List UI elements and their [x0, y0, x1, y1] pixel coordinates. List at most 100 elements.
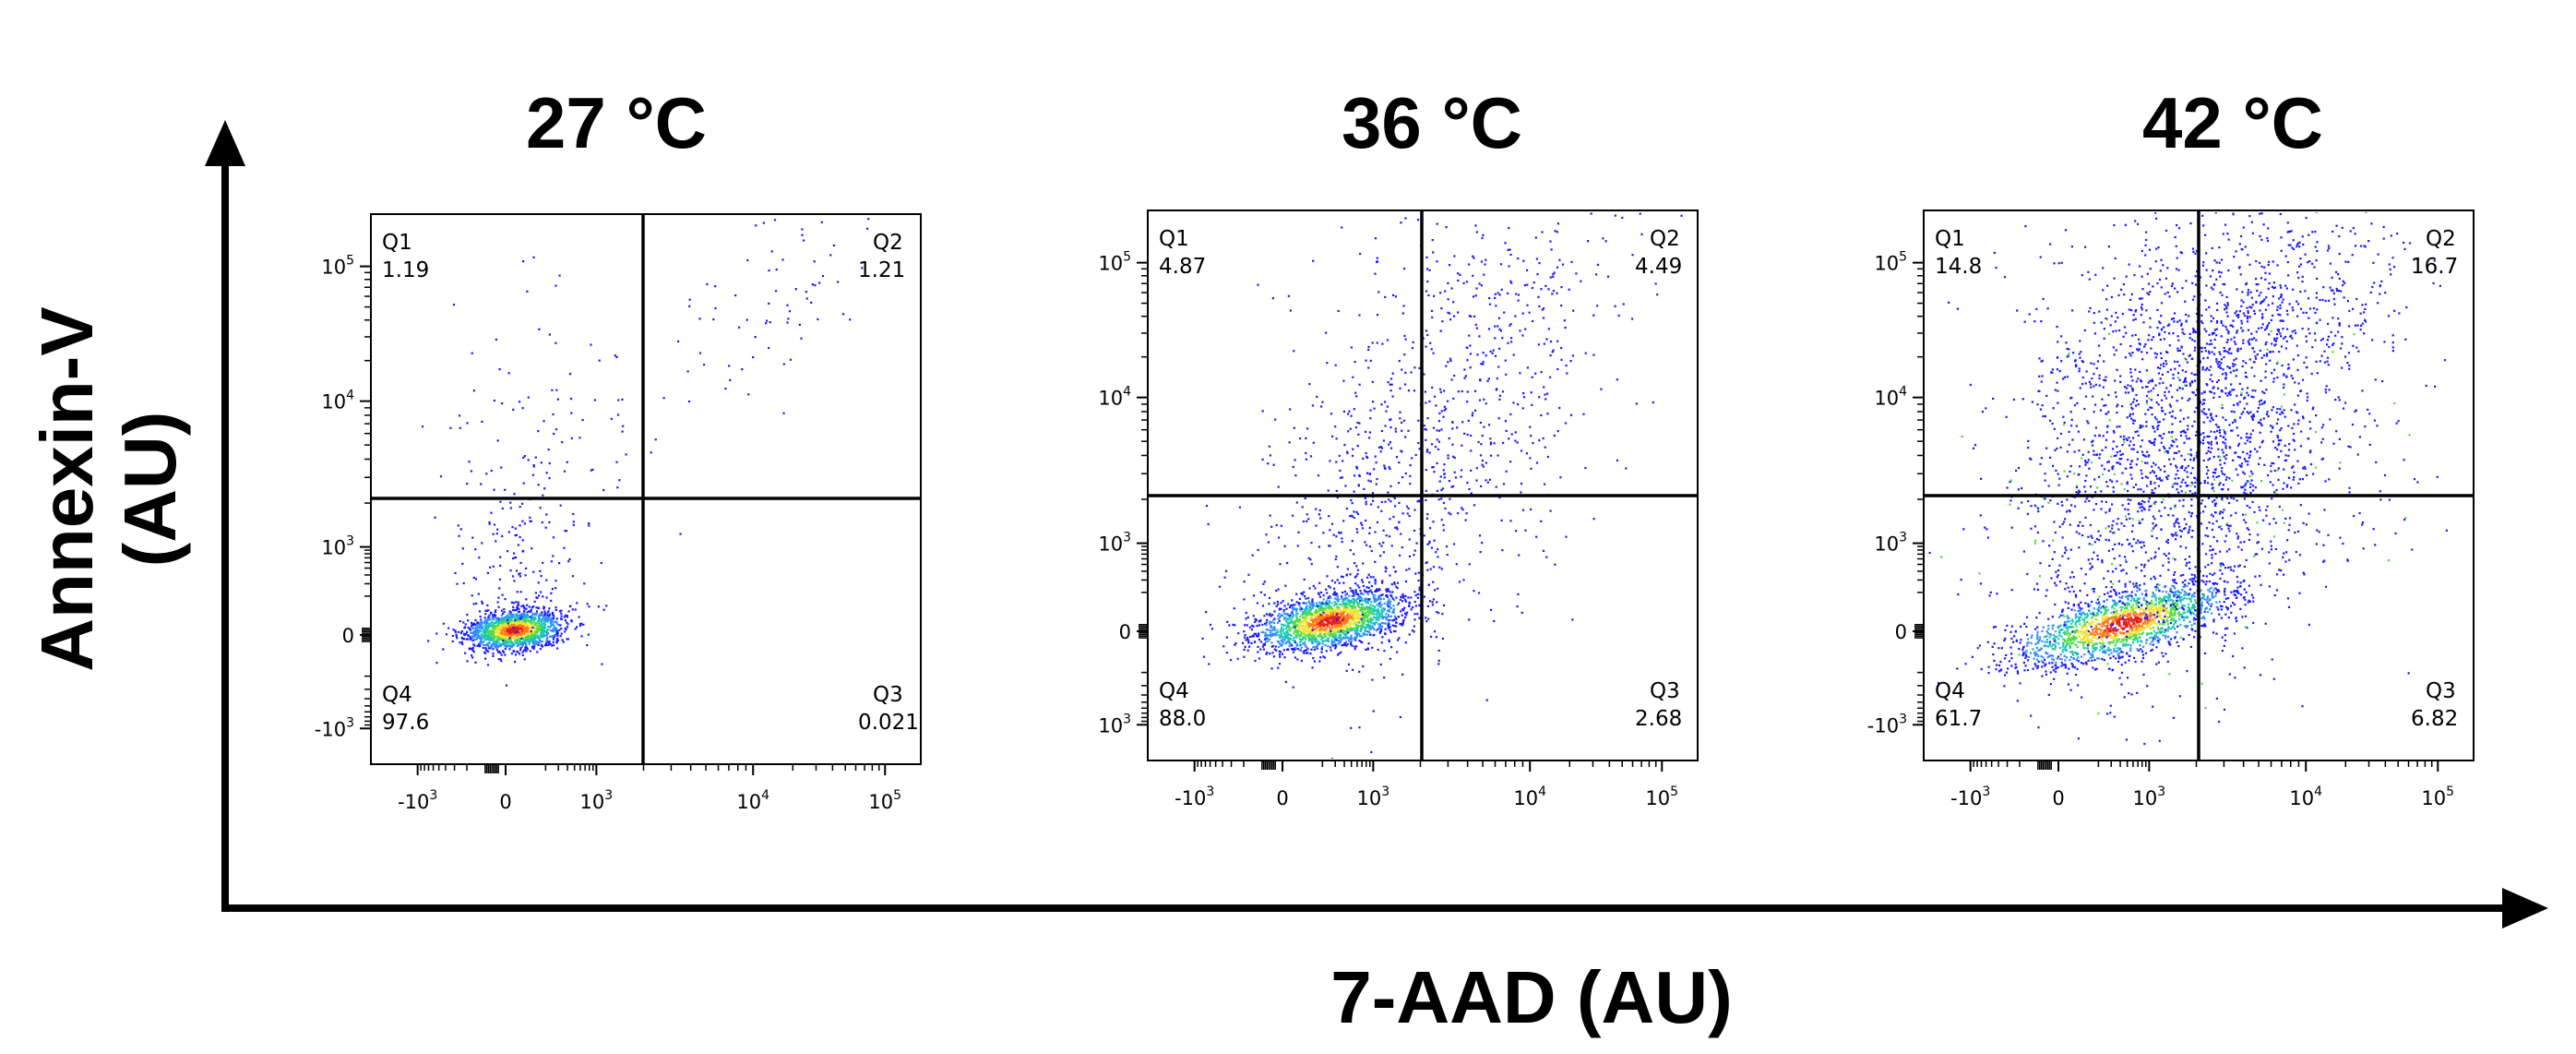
data-point	[588, 524, 590, 527]
data-point	[488, 633, 491, 637]
data-point	[521, 520, 524, 522]
data-point	[483, 641, 485, 643]
data-point	[564, 530, 566, 533]
data-point	[474, 623, 477, 626]
data-point	[517, 635, 519, 638]
data-point	[563, 616, 566, 618]
data-point	[1367, 598, 1370, 601]
data-point	[1616, 459, 1619, 461]
data-point	[1547, 288, 1550, 291]
data-point	[1310, 619, 1313, 622]
data-point	[1345, 620, 1348, 623]
data-point	[1466, 359, 1469, 362]
data-point	[1281, 626, 1283, 629]
data-point	[1440, 307, 1443, 310]
data-point	[1349, 549, 1352, 552]
data-point	[1408, 605, 1411, 607]
data-point	[1334, 624, 1338, 627]
data-point	[473, 639, 476, 641]
data-point	[605, 605, 608, 607]
data-point	[472, 629, 475, 632]
data-point	[524, 574, 527, 577]
data-point	[471, 637, 474, 640]
data-point	[1475, 231, 1478, 234]
data-point	[1443, 473, 1446, 475]
data-point	[1374, 560, 1377, 563]
data-point	[1450, 485, 1453, 488]
data-point	[1354, 593, 1356, 595]
data-point	[1584, 352, 1587, 354]
data-point	[1326, 592, 1329, 594]
data-point	[1308, 605, 1311, 608]
data-point	[1376, 610, 1378, 613]
data-point	[1343, 597, 1346, 600]
data-point	[1299, 629, 1302, 631]
data-point	[514, 661, 517, 664]
data-point	[1334, 425, 1337, 428]
data-point	[1381, 593, 1384, 596]
data-point	[505, 622, 507, 625]
data-point	[522, 482, 525, 485]
data-point	[1479, 379, 1482, 382]
data-point	[508, 645, 511, 648]
data-point	[1349, 515, 1352, 518]
data-point	[526, 611, 529, 614]
data-point	[519, 634, 521, 637]
data-point	[1272, 618, 1275, 621]
data-point	[554, 627, 556, 629]
data-point	[1351, 601, 1354, 604]
data-point	[560, 612, 563, 615]
data-point	[600, 561, 602, 565]
data-point	[1406, 611, 1409, 614]
data-point	[459, 414, 461, 417]
data-point	[470, 638, 472, 641]
data-point	[1398, 482, 1401, 485]
data-point	[1295, 642, 1298, 645]
data-point	[479, 621, 482, 624]
data-point	[2117, 621, 2119, 624]
data-point	[1442, 469, 1445, 472]
data-point	[1493, 619, 1496, 623]
data-point	[1353, 594, 1355, 597]
data-point	[540, 634, 543, 637]
data-point	[1324, 644, 1327, 647]
data-point	[1268, 603, 1270, 605]
data-point	[1303, 635, 1306, 638]
data-point	[1270, 525, 1273, 528]
data-point	[1289, 309, 1292, 312]
data-point	[1345, 507, 1348, 510]
data-point	[1323, 618, 1326, 621]
data-point	[524, 638, 527, 641]
data-point	[1556, 340, 1559, 342]
data-point	[492, 533, 495, 535]
data-point	[1305, 597, 1307, 600]
data-point	[1342, 599, 1344, 602]
data-point	[1367, 348, 1370, 352]
data-point	[1376, 478, 1378, 481]
data-point	[1432, 521, 1435, 523]
data-point	[1346, 451, 1349, 455]
data-point	[1331, 641, 1334, 644]
data-point	[1318, 624, 1321, 628]
data-point	[484, 620, 487, 623]
data-point	[1297, 620, 1300, 623]
data-point	[1445, 545, 1449, 548]
data-point	[1378, 543, 1381, 545]
data-point	[775, 269, 778, 271]
data-point	[502, 634, 505, 637]
data-point	[621, 430, 624, 433]
data-point	[1443, 463, 1446, 466]
data-point	[1335, 620, 1338, 623]
data-point	[1273, 648, 1276, 651]
data-point	[1308, 617, 1311, 619]
data-point	[1205, 505, 1209, 508]
data-point	[540, 644, 543, 647]
data-point	[558, 274, 561, 277]
data-point	[1472, 274, 1474, 277]
data-point	[576, 602, 578, 605]
data-point	[1336, 603, 1339, 605]
data-point	[752, 356, 755, 359]
data-point	[1267, 541, 1270, 544]
data-point	[1361, 621, 1364, 624]
data-point	[1394, 526, 1397, 529]
